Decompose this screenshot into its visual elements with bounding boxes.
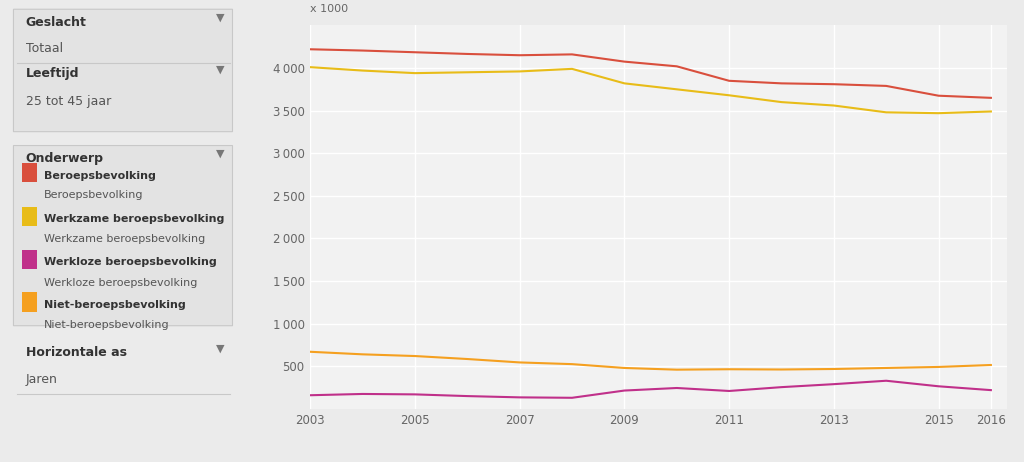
Text: x 1000: x 1000 <box>310 4 348 14</box>
Text: Niet-beroepsbevolking: Niet-beroepsbevolking <box>44 300 185 310</box>
Text: Werkloze beroepsbevolking: Werkloze beroepsbevolking <box>44 257 217 267</box>
Text: Beroepsbevolking: Beroepsbevolking <box>44 171 156 181</box>
Bar <box>310 409 1007 426</box>
FancyBboxPatch shape <box>23 207 37 226</box>
Text: Onderwerp: Onderwerp <box>26 152 103 164</box>
Text: Totaal: Totaal <box>26 42 62 55</box>
FancyBboxPatch shape <box>23 292 37 312</box>
Text: Werkzame beroepsbevolking: Werkzame beroepsbevolking <box>44 234 205 244</box>
FancyBboxPatch shape <box>23 163 37 182</box>
FancyBboxPatch shape <box>13 9 232 132</box>
Text: Horizontale as: Horizontale as <box>26 346 127 359</box>
Text: Geslacht: Geslacht <box>26 16 87 29</box>
Text: Niet-beroepsbevolking: Niet-beroepsbevolking <box>44 320 170 330</box>
Text: 25 tot 45 jaar: 25 tot 45 jaar <box>26 95 111 108</box>
Text: ▼: ▼ <box>216 149 224 159</box>
Text: Beroepsbevolking: Beroepsbevolking <box>44 190 143 201</box>
FancyBboxPatch shape <box>13 146 232 326</box>
FancyBboxPatch shape <box>23 250 37 269</box>
Text: Leeftijd: Leeftijd <box>26 67 79 80</box>
Text: ▼: ▼ <box>216 344 224 354</box>
Text: Werkloze beroepsbevolking: Werkloze beroepsbevolking <box>44 278 198 288</box>
Text: Werkzame beroepsbevolking: Werkzame beroepsbevolking <box>44 214 224 224</box>
Text: ▼: ▼ <box>216 65 224 75</box>
Text: ▼: ▼ <box>216 13 224 23</box>
Text: Jaren: Jaren <box>26 373 57 386</box>
